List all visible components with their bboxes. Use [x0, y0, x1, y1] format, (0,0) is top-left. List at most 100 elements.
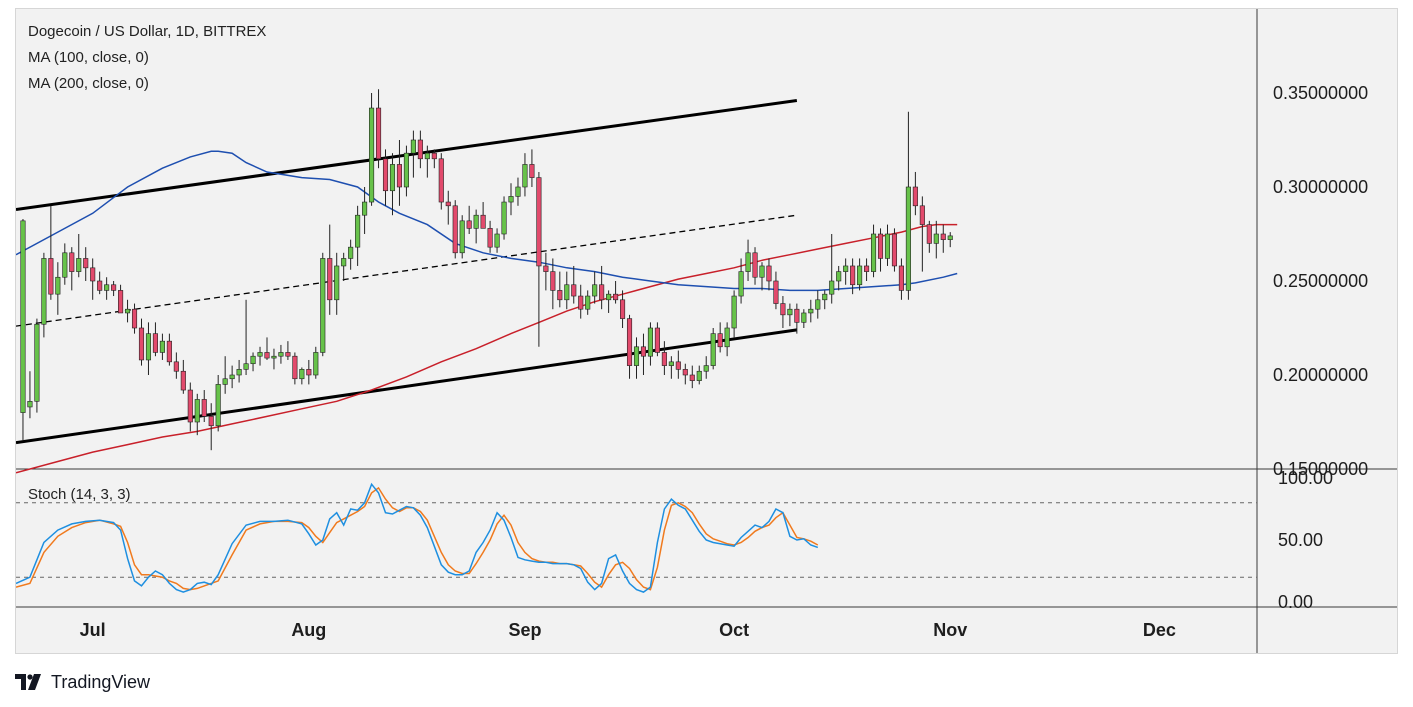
- candle-body[interactable]: [599, 284, 605, 301]
- candle-body[interactable]: [215, 384, 221, 427]
- candle-body[interactable]: [229, 374, 235, 380]
- candle-body[interactable]: [90, 267, 96, 282]
- candle-body[interactable]: [69, 252, 75, 272]
- footer-brand[interactable]: TradingView: [51, 671, 151, 692]
- candle-body[interactable]: [529, 164, 535, 178]
- tradingview-logo-icon[interactable]: [15, 674, 45, 690]
- candle-body[interactable]: [389, 164, 396, 192]
- candle-body[interactable]: [515, 186, 521, 197]
- candle-body[interactable]: [20, 220, 26, 413]
- candle-body[interactable]: [487, 228, 493, 248]
- ma100-line[interactable]: [16, 150, 958, 292]
- candle-body[interactable]: [759, 265, 765, 278]
- candle-body[interactable]: [857, 265, 863, 286]
- candle-body[interactable]: [125, 308, 131, 314]
- candle-body[interactable]: [633, 346, 640, 366]
- candle-body[interactable]: [375, 107, 382, 160]
- candle-body[interactable]: [243, 363, 249, 370]
- candle-body[interactable]: [334, 265, 340, 301]
- candle-body[interactable]: [578, 295, 584, 310]
- candle-body[interactable]: [661, 352, 667, 366]
- candle-body[interactable]: [278, 352, 284, 357]
- candle-body[interactable]: [355, 214, 361, 248]
- candle-body[interactable]: [940, 233, 946, 240]
- candle-body[interactable]: [97, 280, 103, 291]
- candle-body[interactable]: [654, 327, 660, 353]
- candle-body[interactable]: [27, 401, 33, 408]
- candle-body[interactable]: [836, 271, 842, 282]
- candle-body[interactable]: [731, 295, 737, 329]
- candle-body[interactable]: [898, 265, 904, 291]
- candle-body[interactable]: [675, 361, 681, 370]
- candle-body[interactable]: [194, 399, 200, 423]
- candle-body[interactable]: [41, 258, 47, 325]
- candle-body[interactable]: [313, 352, 319, 376]
- candle-body[interactable]: [850, 265, 856, 286]
- candle-body[interactable]: [912, 186, 918, 207]
- candle-body[interactable]: [417, 139, 423, 160]
- ma200-legend[interactable]: MA (200, close, 0): [28, 75, 149, 92]
- candle-body[interactable]: [620, 299, 626, 319]
- chart-canvas[interactable]: 0.35000000 0.30000000 0.25000000 0.20000000…: [16, 9, 1398, 654]
- candle-body[interactable]: [250, 355, 256, 365]
- candle-body[interactable]: [877, 233, 884, 259]
- candle-body[interactable]: [870, 233, 877, 272]
- candle-body[interactable]: [104, 284, 110, 291]
- candle-body[interactable]: [459, 220, 465, 254]
- candle-body[interactable]: [369, 107, 375, 203]
- candle-body[interactable]: [585, 295, 591, 310]
- stoch-legend[interactable]: Stoch (14, 3, 3): [28, 486, 131, 503]
- candle-body[interactable]: [550, 271, 556, 291]
- chart-area[interactable]: 0.35000000 0.30000000 0.25000000 0.20000000…: [15, 8, 1398, 654]
- candle-body[interactable]: [180, 370, 186, 391]
- candle-body[interactable]: [696, 370, 702, 381]
- candle-body[interactable]: [424, 152, 430, 160]
- candle-body[interactable]: [466, 220, 472, 229]
- candle-body[interactable]: [118, 290, 124, 314]
- candle-body[interactable]: [522, 164, 528, 188]
- candle-body[interactable]: [445, 201, 451, 207]
- candle-body[interactable]: [501, 201, 507, 235]
- candle-body[interactable]: [808, 308, 814, 314]
- ma100-legend[interactable]: MA (100, close, 0): [28, 49, 149, 66]
- candle-body[interactable]: [682, 369, 688, 376]
- channel-mid-line[interactable]: [16, 214, 797, 327]
- candle-body[interactable]: [926, 224, 932, 244]
- candle-body[interactable]: [571, 284, 577, 297]
- candle-body[interactable]: [822, 293, 828, 301]
- candle-body[interactable]: [382, 158, 389, 192]
- candle-body[interactable]: [891, 233, 898, 267]
- candle-body[interactable]: [431, 152, 437, 160]
- candle-body[interactable]: [285, 352, 291, 357]
- candle-body[interactable]: [438, 158, 444, 203]
- candle-body[interactable]: [55, 276, 61, 295]
- candle-body[interactable]: [208, 416, 214, 427]
- candle-body[interactable]: [83, 258, 89, 269]
- candle-body[interactable]: [201, 399, 207, 417]
- candle-body[interactable]: [626, 318, 633, 366]
- channel-lower-line[interactable]: [16, 328, 798, 445]
- candle-body[interactable]: [257, 352, 263, 357]
- candle-body[interactable]: [62, 252, 68, 278]
- stoch-k-line[interactable]: [16, 482, 819, 593]
- stoch-d-line[interactable]: [16, 486, 819, 591]
- candle-body[interactable]: [34, 323, 40, 402]
- candle-body[interactable]: [543, 265, 549, 272]
- candle-body[interactable]: [794, 308, 800, 323]
- candle-body[interactable]: [752, 252, 758, 278]
- candle-body[interactable]: [606, 293, 612, 301]
- candle-body[interactable]: [668, 361, 674, 366]
- candle-body[interactable]: [396, 164, 403, 188]
- candle-body[interactable]: [640, 346, 647, 357]
- candle-body[interactable]: [452, 205, 458, 254]
- candle-body[interactable]: [76, 258, 82, 272]
- candle-body[interactable]: [815, 299, 821, 310]
- symbol-legend[interactable]: Dogecoin / US Dollar, 1D, BITTREX: [28, 23, 267, 40]
- candle-body[interactable]: [801, 312, 807, 323]
- candle-body[interactable]: [473, 214, 479, 229]
- candle-body[interactable]: [48, 258, 54, 295]
- candle-body[interactable]: [905, 186, 911, 291]
- candle-body[interactable]: [111, 284, 117, 291]
- candle-body[interactable]: [864, 265, 870, 272]
- candle-body[interactable]: [159, 340, 165, 353]
